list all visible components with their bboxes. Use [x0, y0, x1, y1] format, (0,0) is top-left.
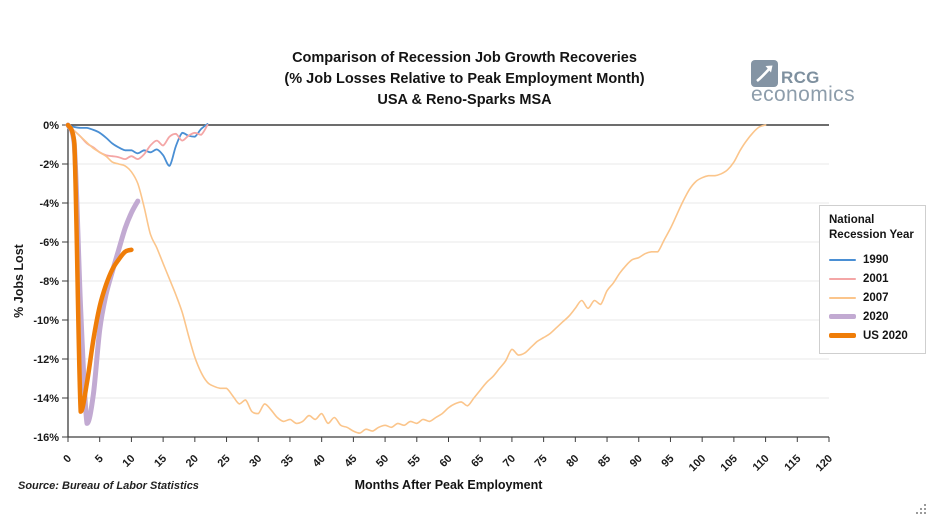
x-tick-label: 25: [216, 453, 233, 470]
x-tick-label: 105: [719, 453, 740, 474]
y-tick-label: -14%: [33, 393, 59, 405]
x-tick-label: 80: [564, 453, 581, 470]
y-tick-label: -4%: [39, 198, 59, 210]
logo-text-rcg: RCG: [781, 68, 820, 87]
logo-arrow-icon: [751, 60, 778, 87]
legend-swatch-2001: [829, 277, 856, 280]
logo-text-economics: economics: [751, 83, 855, 106]
legend-item-2001: 2001: [829, 269, 917, 288]
y-axis-title: % Jobs Lost: [12, 243, 26, 317]
series-line-2007: [67, 124, 767, 434]
y-tick-label: -8%: [39, 276, 59, 288]
x-tick-label: 10: [120, 453, 137, 470]
y-tick-label: -16%: [33, 432, 59, 444]
legend-label: US 2020: [863, 329, 908, 342]
y-tick-label: -6%: [39, 237, 59, 249]
x-tick-label: 30: [247, 453, 264, 470]
y-tick-label: 0%: [43, 120, 59, 132]
x-tick-label: 55: [406, 453, 423, 470]
legend-title: National Recession Year: [829, 214, 914, 241]
x-tick-label: 20: [184, 453, 201, 470]
x-tick-label: 15: [152, 453, 169, 470]
x-tick-label: 65: [469, 453, 486, 470]
chart-title-line-1: Comparison of Recession Job Growth Recov…: [292, 50, 637, 66]
x-tick-label: 60: [437, 453, 454, 470]
x-tick-label: 5: [93, 453, 106, 466]
legend-label: 2007: [863, 291, 889, 304]
x-tick-label: 85: [596, 453, 613, 470]
x-tick-label: 90: [628, 453, 645, 470]
source-note: Source: Bureau of Labor Statistics: [18, 480, 199, 492]
series-line-us-2020: [65, 122, 134, 414]
x-tick-label: 70: [501, 453, 518, 470]
legend-label: 2020: [863, 310, 889, 323]
legend-swatch-2020: [829, 314, 856, 319]
legend-item-2020: 2020: [829, 307, 917, 326]
y-tick-label: -2%: [39, 159, 59, 171]
x-tick-label: 0: [61, 453, 74, 466]
x-tick-label: 75: [533, 453, 550, 470]
x-axis-title: Months After Peak Employment: [354, 478, 543, 492]
x-tick-label: 50: [374, 453, 391, 470]
chart-title: Comparison of Recession Job Growth Recov…: [0, 48, 929, 111]
x-tick-label: 115: [782, 453, 803, 474]
legend-swatch-1990: [829, 258, 856, 261]
resize-grip-icon[interactable]: [915, 503, 928, 516]
legend-label: 2001: [863, 272, 889, 285]
logo-top-row: RCG: [751, 60, 883, 87]
x-tick-label: 40: [311, 453, 328, 470]
chart-legend: National Recession Year 1990 2001 2007 2020…: [819, 205, 926, 354]
x-tick-label: 110: [751, 453, 772, 474]
legend-item-1990: 1990: [829, 250, 917, 269]
x-tick-label: 45: [342, 453, 359, 470]
legend-item-us-2020: US 2020: [829, 326, 917, 345]
rcg-economics-logo: RCG economics: [751, 60, 883, 105]
legend-swatch-2007: [829, 296, 856, 299]
y-tick-label: -12%: [33, 354, 59, 366]
x-tick-label: 95: [659, 453, 676, 470]
y-tick-label: -10%: [33, 315, 59, 327]
legend-label: 1990: [863, 253, 889, 266]
chart-title-line-2: (% Job Losses Relative to Peak Employmen…: [284, 71, 645, 87]
legend-swatch-us-2020: [829, 333, 856, 338]
chart-title-line-3: USA & Reno-Sparks MSA: [377, 92, 552, 108]
x-tick-label: 35: [279, 453, 296, 470]
legend-items: 1990 2001 2007 2020 US 2020: [829, 250, 917, 345]
legend-item-2007: 2007: [829, 288, 917, 307]
series-line-1990: [67, 123, 209, 167]
x-tick-label: 100: [687, 453, 708, 474]
x-tick-label: 120: [814, 453, 835, 474]
